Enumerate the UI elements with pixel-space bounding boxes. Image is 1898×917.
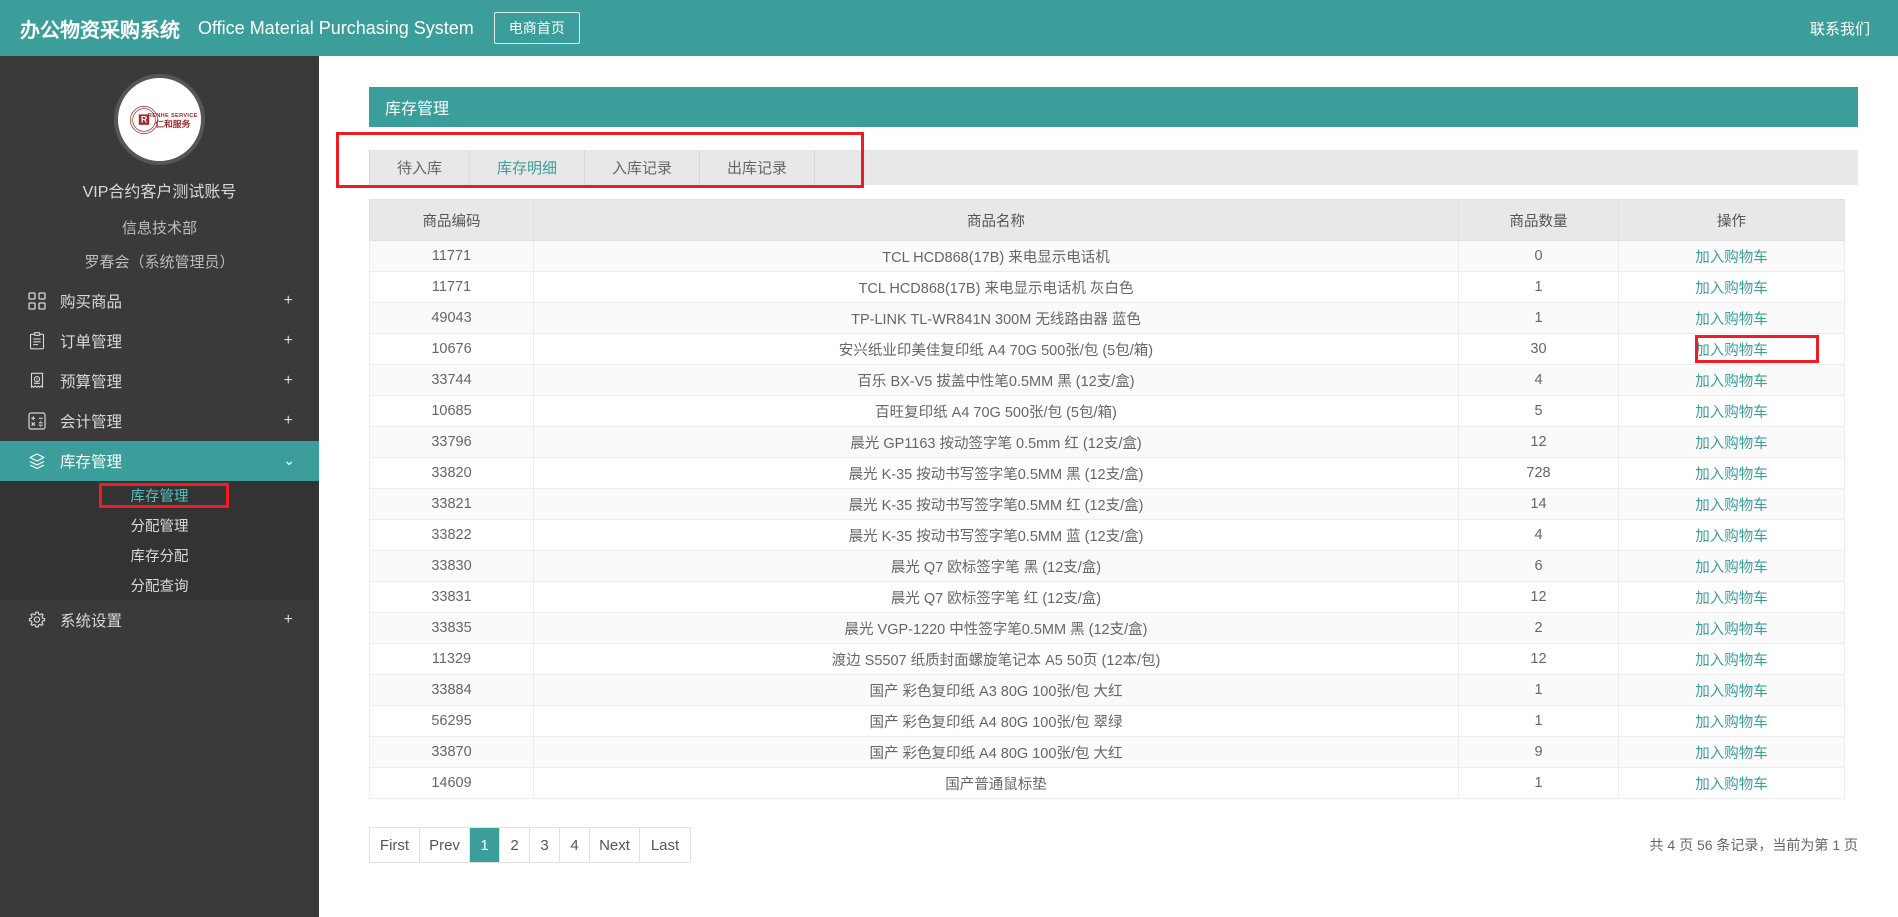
- svg-text:仁和服务: 仁和服务: [155, 118, 190, 129]
- svg-text:R: R: [140, 114, 147, 124]
- svg-text:RENHE SERVICE: RENHE SERVICE: [147, 112, 197, 118]
- svg-text:5: 5: [36, 377, 38, 381]
